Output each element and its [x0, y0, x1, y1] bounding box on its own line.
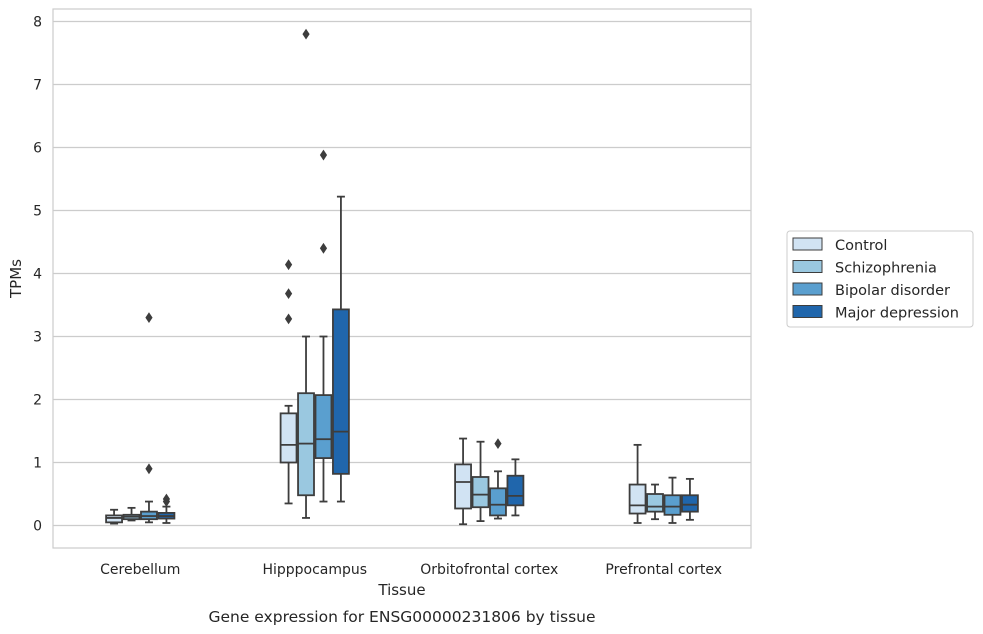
legend-swatch-2: [792, 282, 823, 296]
x-tick-label-3: Prefrontal cortex: [605, 562, 722, 578]
box-body: [105, 514, 123, 524]
box-2-2: [489, 438, 507, 520]
x-tick-label-2: Orbitofrontal cortex: [420, 562, 558, 578]
box-0-0: [105, 508, 123, 525]
figure-caption: Gene expression for ENSG00000231806 by t…: [208, 608, 595, 626]
x-axis-ticks: Cerebellum Hipppocampus Orbitofrontal cort…: [100, 562, 722, 578]
box-1-2: [314, 149, 333, 503]
gridlines: [53, 20, 751, 527]
outlier-2: [284, 259, 293, 271]
box-2-0: [454, 437, 472, 526]
outlier-0: [302, 28, 310, 40]
box-0-2: [140, 312, 158, 524]
boxes: [105, 28, 699, 526]
legend-swatch-1: [792, 260, 823, 273]
y-tick-label-7: 7: [33, 78, 42, 94]
x-tick-label-1: Hipppocampus: [262, 562, 367, 578]
y-tick-label-0: 0: [33, 519, 42, 535]
box-body: [681, 494, 699, 513]
box-0-3: [157, 493, 176, 524]
plot-area: [53, 9, 751, 548]
legend: Control Schizophrenia Bipolar disorder Majo…: [786, 230, 974, 328]
box-1-0: [279, 259, 298, 505]
outlier-1: [319, 149, 328, 161]
box-0-1: [122, 506, 141, 522]
legend-frame: [786, 230, 974, 328]
legend-swatch-3: [792, 305, 823, 318]
legend-label-2: Bipolar disorder: [835, 283, 950, 299]
box-body: [663, 494, 682, 516]
box-body: [628, 483, 647, 515]
y-axis-label: TPMs: [7, 259, 25, 299]
x-axis-label: Tissue: [377, 581, 425, 599]
legend-label-3: Major depression: [835, 306, 959, 322]
box-body: [314, 394, 333, 459]
box-body: [646, 493, 664, 513]
box-2-1: [471, 440, 490, 522]
outlier-0: [319, 242, 328, 254]
legend-swatch-0: [792, 237, 823, 251]
box-body: [506, 474, 525, 507]
box-body: [489, 487, 507, 517]
box-body: [454, 463, 472, 510]
box-body: [332, 308, 350, 475]
y-tick-label-5: 5: [33, 204, 42, 220]
box-body: [471, 476, 490, 509]
y-tick-label-3: 3: [33, 330, 42, 346]
legend-label-0: Control: [835, 238, 887, 254]
legend-label-1: Schizophrenia: [835, 261, 937, 277]
box-3-3: [681, 477, 699, 521]
y-tick-label-1: 1: [33, 456, 42, 472]
box-1-3: [332, 195, 350, 503]
plot-frame: [52, 8, 752, 549]
y-tick-label-4: 4: [33, 267, 42, 283]
y-tick-label-2: 2: [33, 393, 42, 409]
outlier-1: [162, 493, 171, 505]
box-2-3: [506, 458, 525, 517]
x-tick-label-0: Cerebellum: [100, 562, 180, 578]
outlier-0: [284, 313, 293, 325]
box-body: [279, 412, 298, 464]
y-tick-label-6: 6: [33, 141, 42, 157]
y-tick-label-8: 8: [33, 15, 42, 31]
outlier-1: [284, 288, 293, 300]
outlier-0: [145, 463, 153, 475]
outlier-1: [145, 312, 153, 323]
box-3-1: [646, 483, 664, 521]
box-3-2: [663, 476, 682, 524]
outlier-0: [494, 438, 502, 449]
box-1-1: [297, 28, 315, 519]
y-axis-ticks: 0 1 2 3 4 5 6 7 8: [33, 15, 42, 535]
box-3-0: [628, 443, 647, 524]
